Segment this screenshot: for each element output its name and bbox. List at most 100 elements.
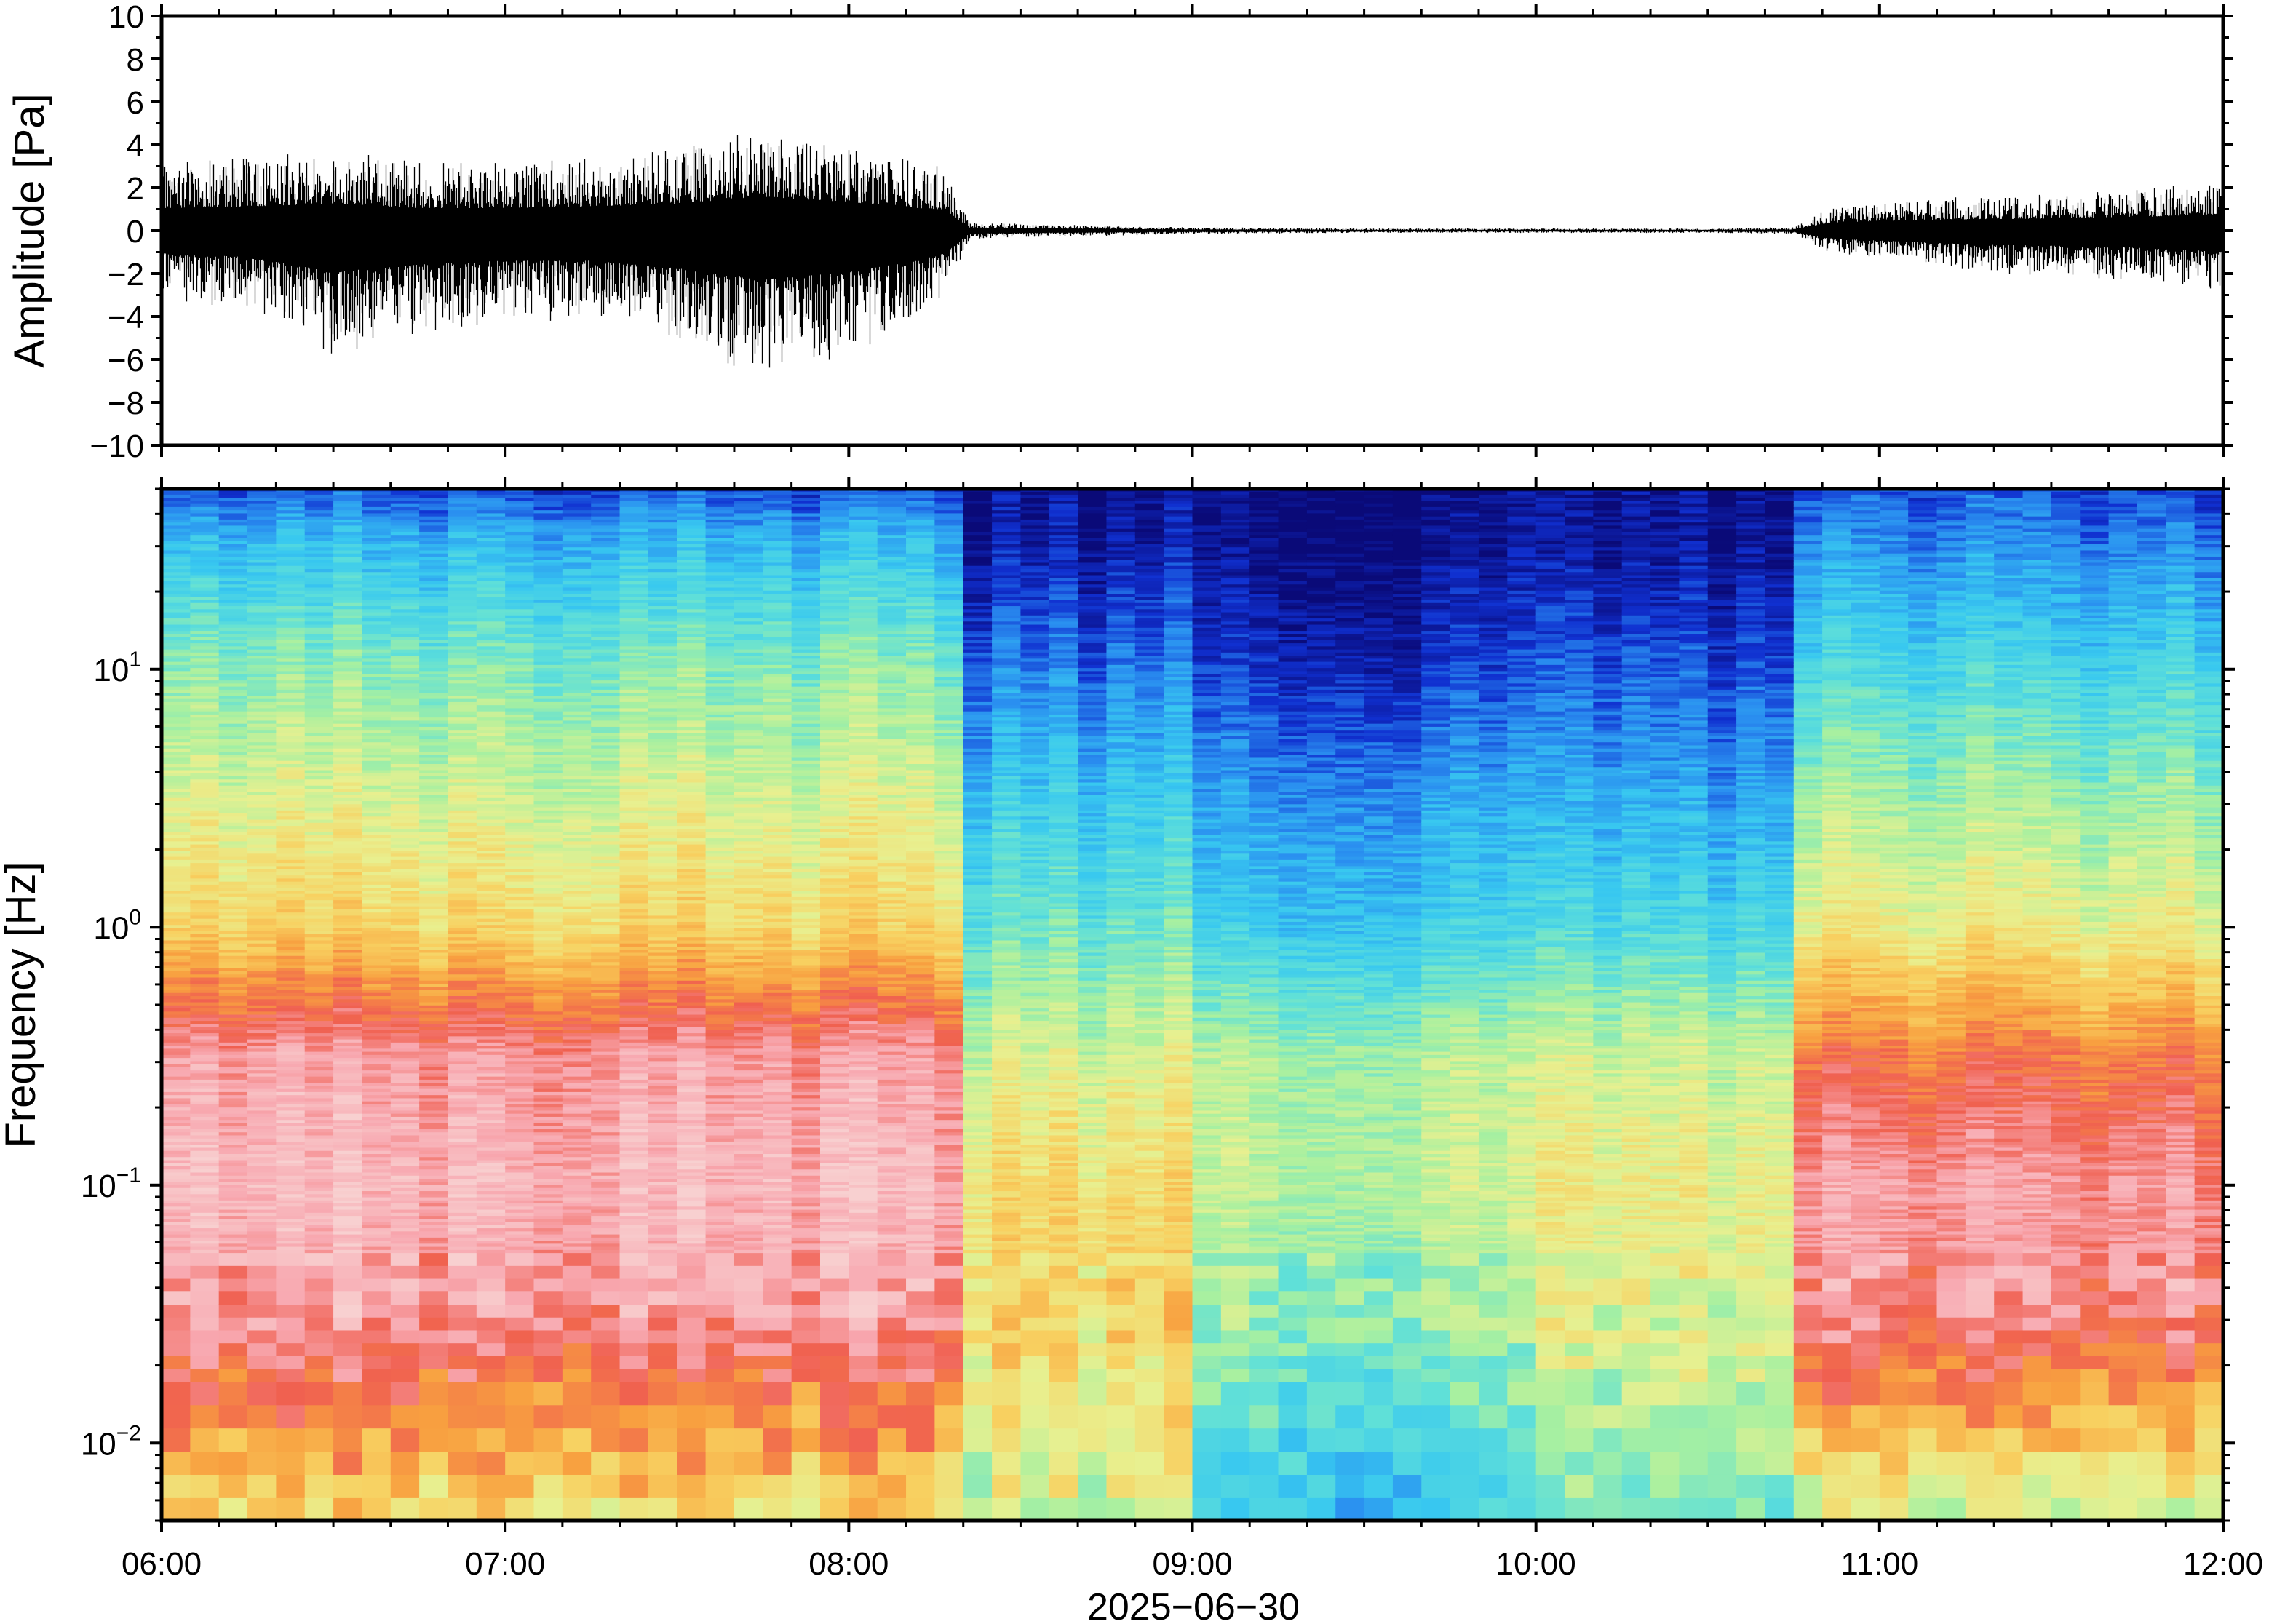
spectrogram-cell (505, 1265, 534, 1279)
spectrogram-cell (219, 1278, 248, 1292)
spectrogram-cell (305, 1451, 334, 1475)
spectrogram-cell (276, 1342, 305, 1356)
spectrogram-cell (534, 1291, 563, 1305)
spectrogram-cell (534, 1278, 563, 1292)
spectrogram-cell (620, 1428, 649, 1452)
spectrogram-cell (620, 1474, 649, 1498)
spectrogram-cell (534, 1342, 563, 1356)
spectrogram-cell (162, 1342, 191, 1356)
spectrogram-cell (247, 1291, 277, 1305)
spectrogram-cell (591, 1291, 620, 1305)
spectrogram-cell (276, 1369, 305, 1382)
spectrogram-cell (247, 1304, 277, 1318)
spectrogram-cell (190, 1382, 219, 1406)
spectrogram-cell (563, 1304, 592, 1318)
spectrogram-cell (333, 1291, 362, 1305)
spectrogram-cell (391, 1342, 420, 1356)
spectrogram-cell (448, 1330, 477, 1344)
spectrogram-cell (534, 1265, 563, 1279)
spectrogram-cell (648, 1451, 677, 1475)
spectrogram-cell (419, 1428, 448, 1452)
spectrogram-cell (620, 1356, 649, 1369)
spectrogram-cell (419, 1252, 448, 1266)
spectrogram-cell (419, 1369, 448, 1382)
spectrogram-cell (505, 1342, 534, 1356)
spectrogram-cell (677, 1356, 706, 1369)
spectrogram-cell (534, 1451, 563, 1475)
spectrogram-cell (563, 1342, 592, 1356)
spectrogram-cell (448, 1428, 477, 1452)
spectrogram-cell (448, 1252, 477, 1266)
spectrogram-cell (648, 1428, 677, 1452)
spectrogram-cell (247, 1369, 277, 1382)
spectrogram-cell (534, 1369, 563, 1382)
spectrogram-cell (305, 1369, 334, 1382)
amplitude-tick-label: −8 (108, 386, 144, 421)
spectrogram-cell (362, 1451, 391, 1475)
spectrogram-cell (247, 1497, 277, 1521)
spectrogram-cell (247, 1356, 277, 1369)
spectrogram-cell (648, 1404, 677, 1428)
spectrogram-cell (190, 1369, 219, 1382)
spectrogram-cell (333, 1356, 362, 1369)
spectrogram-cell (219, 1304, 248, 1318)
spectrogram-cell (162, 1278, 191, 1292)
spectrogram-cell (563, 1382, 592, 1406)
spectrogram-cell (563, 1428, 592, 1452)
spectrogram-cell (362, 1428, 391, 1452)
spectrogram-cell (648, 1342, 677, 1356)
spectrogram-cell (448, 1404, 477, 1428)
amplitude-tick-label: −6 (108, 343, 144, 378)
spectrogram-cell (190, 1317, 219, 1331)
amplitude-axis-title: Amplitude [Pa] (6, 93, 53, 367)
spectrogram-cell (419, 1330, 448, 1344)
spectrogram-cell (276, 1428, 305, 1452)
spectrogram-cell (477, 1474, 506, 1498)
spectrogram-cell (305, 1474, 334, 1498)
spectrogram-cell (448, 1474, 477, 1498)
amplitude-tick-label: −2 (108, 257, 144, 292)
spectrogram-cell (276, 1265, 305, 1279)
spectrogram-cell (362, 1474, 391, 1498)
spectrogram-cell (677, 1317, 706, 1331)
spectrogram-cell (648, 1474, 677, 1498)
spectrogram-cell (505, 1369, 534, 1382)
spectrogram-cell (648, 1497, 677, 1521)
spectrogram-cell (677, 1451, 706, 1475)
spectrogram-cell (648, 1317, 677, 1331)
spectrogram-heatmap (162, 489, 2224, 1521)
spectrogram-cell (162, 1356, 191, 1369)
spectrogram-cell (362, 1369, 391, 1382)
spectrogram-cell (305, 1428, 334, 1452)
spectrogram-cell (419, 1474, 448, 1498)
spectrogram-cell (648, 1291, 677, 1305)
spectrogram-cell (534, 1252, 563, 1266)
spectrogram-cell (362, 1404, 391, 1428)
amplitude-tick-label: −4 (108, 300, 144, 335)
spectrogram-cell (448, 1497, 477, 1521)
spectrogram-cell (276, 1330, 305, 1344)
spectrogram-cell (477, 1428, 506, 1452)
spectrogram-cell (247, 1330, 277, 1344)
spectrogram-cell (677, 1278, 706, 1292)
spectrogram-cell (419, 1356, 448, 1369)
spectrogram-cell (190, 1356, 219, 1369)
spectrogram-cell (448, 1369, 477, 1382)
spectrogram-cell (219, 1265, 248, 1279)
spectrogram-cell (333, 1382, 362, 1406)
waveform-panel: 1086420−2−4−6−8−10 Amplitude [Pa] (6, 0, 2233, 464)
spectrogram-cell (333, 1497, 362, 1521)
spectrogram-cell (591, 1317, 620, 1331)
spectrogram-cell (247, 1342, 277, 1356)
spectrogram-cell (677, 1330, 706, 1344)
amplitude-tick-label: 0 (127, 214, 144, 250)
spectrogram-cell (648, 1382, 677, 1406)
amplitude-tick-label: 8 (127, 42, 144, 78)
spectrogram-cell (333, 1404, 362, 1428)
spectrogram-cell (305, 1497, 334, 1521)
spectrogram-cell (620, 1291, 649, 1305)
spectrogram-cell (534, 1304, 563, 1318)
spectrogram-cell (505, 1317, 534, 1331)
spectrogram-cell (362, 1291, 391, 1305)
spectrogram-cell (162, 1265, 191, 1279)
